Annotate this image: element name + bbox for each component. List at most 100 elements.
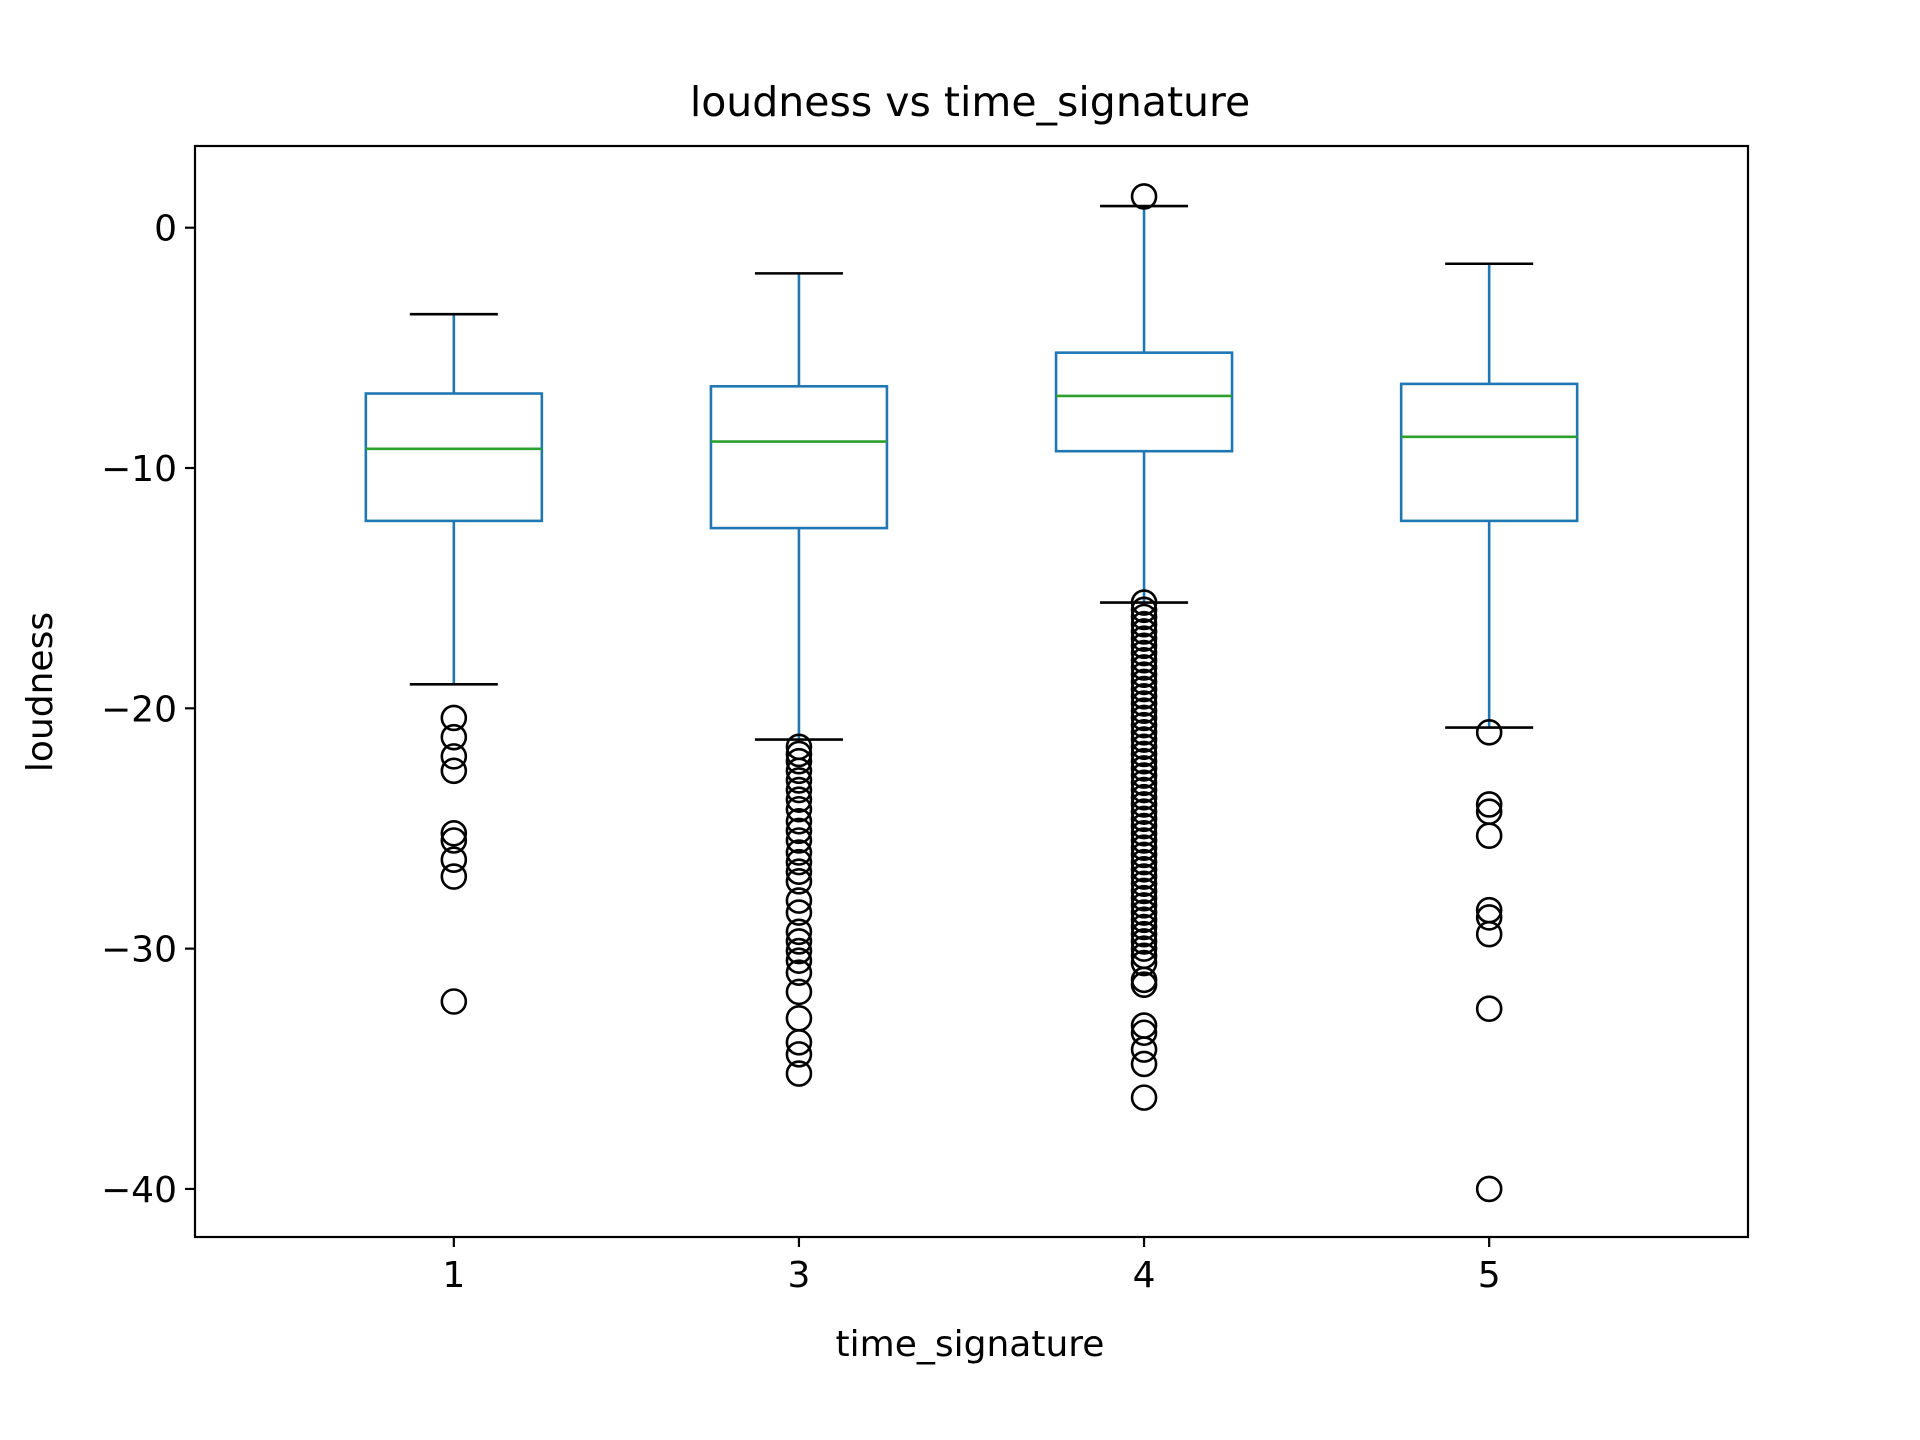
outlier-point: [1130, 618, 1158, 645]
outlier-point: [785, 757, 813, 785]
y-tick-label: −40: [101, 1170, 177, 1211]
outlier-point: [1130, 971, 1158, 998]
x-tick-label: 5: [1478, 1255, 1501, 1296]
outlier-point: [1130, 812, 1158, 840]
outlier-point: [1130, 690, 1158, 717]
outlier-point: [1130, 863, 1158, 890]
outlier-point: [1130, 892, 1158, 919]
outlier-point: [1130, 646, 1158, 674]
y-tick-label: −10: [101, 449, 177, 490]
outlier-point: [1130, 654, 1158, 681]
iqr-box: [1399, 382, 1579, 523]
outlier-point: [1130, 776, 1158, 804]
outlier-point: [785, 858, 813, 886]
x-axis: 1 3 4 5: [442, 1237, 1501, 1296]
plot-area: [364, 183, 1579, 1203]
outlier-point: [440, 863, 468, 890]
outlier-point: [1130, 632, 1158, 660]
outlier-point: [785, 1041, 813, 1068]
plot-frame: [193, 144, 1750, 1239]
outlier-point: [1130, 697, 1158, 725]
x-tick-label: 4: [1133, 1255, 1156, 1296]
outlier-point: [1130, 884, 1158, 912]
outlier-point: [1475, 791, 1503, 818]
outlier-point: [1130, 834, 1158, 862]
outlier-point: [1475, 719, 1503, 746]
outlier-point: [1130, 610, 1158, 638]
outlier-point: [785, 1029, 813, 1056]
box-group-1: [364, 312, 544, 1015]
outlier-point: [785, 928, 813, 955]
outlier-point: [1130, 856, 1158, 883]
outlier-point: [1130, 783, 1158, 811]
outlier-point: [1130, 935, 1158, 962]
outlier-point: [785, 776, 813, 804]
outlier-point: [440, 846, 468, 874]
outlier-point: [1130, 596, 1158, 624]
box-group-5: [1399, 262, 1579, 1203]
outlier-point: [1130, 726, 1158, 753]
outlier-point: [1475, 920, 1503, 948]
outlier-point: [785, 740, 813, 768]
outlier-point: [785, 827, 813, 854]
outlier-point: [785, 747, 813, 775]
outlier-point: [1130, 183, 1158, 210]
outlier-point: [1130, 589, 1158, 616]
outlier-point: [785, 786, 813, 813]
outlier-point: [1130, 755, 1158, 782]
outlier-point: [1130, 949, 1158, 977]
outlier-point: [1130, 827, 1158, 854]
outlier-point: [1130, 848, 1158, 876]
outlier-point: [785, 795, 813, 823]
outlier-point: [1130, 747, 1158, 775]
box-group-3: [709, 272, 889, 1087]
iqr-box: [1054, 351, 1234, 453]
outlier-point: [1130, 877, 1158, 905]
outlier-point: [1130, 625, 1158, 652]
box-group-4: [1054, 183, 1234, 1111]
outlier-point: [785, 1060, 813, 1087]
outlier-point: [1130, 1019, 1158, 1047]
x-tick-label: 1: [442, 1255, 465, 1296]
outlier-point: [785, 899, 813, 926]
outlier-point: [1130, 661, 1158, 688]
outlier-point: [1475, 822, 1503, 849]
y-tick-label: 0: [154, 209, 177, 250]
outlier-point: [1130, 740, 1158, 768]
outlier-point: [1130, 798, 1158, 825]
outlier-point: [440, 723, 468, 751]
outlier-point: [440, 819, 468, 847]
outlier-point: [440, 827, 468, 854]
outlier-point: [1130, 1050, 1158, 1078]
outlier-point: [1130, 1084, 1158, 1111]
chart-title: loudness vs time_signature: [690, 78, 1250, 126]
outlier-point: [440, 988, 468, 1015]
outlier-point: [1130, 769, 1158, 797]
outlier-point: [1130, 841, 1158, 869]
outlier-point: [440, 757, 468, 785]
outlier-point: [785, 918, 813, 946]
x-axis-label: time_signature: [836, 1324, 1105, 1365]
outlier-point: [1130, 791, 1158, 818]
outlier-point: [1475, 995, 1503, 1023]
y-axis: 0 −10 −20 −30 −40: [101, 209, 195, 1211]
outlier-point: [1130, 899, 1158, 926]
outlier-point: [1475, 904, 1503, 931]
outlier-point: [1130, 711, 1158, 739]
outlier-point: [785, 887, 813, 914]
y-tick-label: −20: [101, 689, 177, 730]
outlier-point: [785, 978, 813, 1006]
outlier-point: [1130, 733, 1158, 761]
outlier-point: [440, 743, 468, 770]
outlier-point: [785, 937, 813, 965]
outlier-point: [1475, 1175, 1503, 1203]
outlier-point: [1130, 704, 1158, 732]
outlier-point: [440, 704, 468, 732]
outlier-point: [1130, 928, 1158, 955]
outlier-point: [1130, 668, 1158, 696]
outlier-point: [1130, 870, 1158, 898]
outlier-point: [785, 839, 813, 866]
outlier-point: [1130, 719, 1158, 746]
outlier-point: [785, 807, 813, 835]
